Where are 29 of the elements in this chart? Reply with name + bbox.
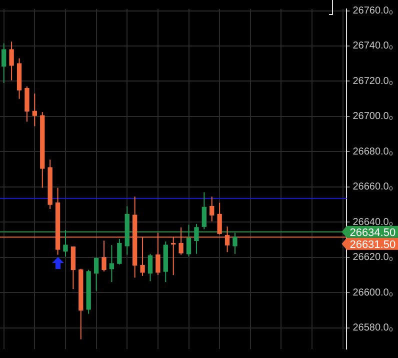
- y-tick-label: 26720.0₀: [352, 76, 394, 87]
- candlestick: [24, 86, 30, 122]
- ref-line-label: 26634.50: [350, 226, 396, 239]
- y-tick-label: 26580.0₀: [352, 322, 394, 334]
- candlestick: [202, 192, 206, 230]
- ref-line-label: 26631.50: [350, 238, 396, 251]
- candlestick: [186, 224, 192, 258]
- candlestick: [210, 196, 214, 222]
- candlestick: [70, 246, 76, 290]
- candlestick: [217, 202, 222, 235]
- y-tick-label: 26600.0₀: [352, 287, 394, 298]
- candlestick: [117, 238, 122, 265]
- y-tick-label: 26680.0₀: [352, 146, 394, 158]
- candlestick: [109, 244, 114, 283]
- candlestick: [102, 240, 106, 272]
- candlestick: [32, 93, 37, 127]
- candlestick: [9, 41, 14, 81]
- y-tick-label: 26620.0₀: [352, 252, 394, 264]
- y-tick-label: 26760.0₀: [352, 6, 394, 17]
- y-tick-label: 26700.0₀: [352, 111, 394, 122]
- y-tick-label: 26740.0₀: [352, 40, 394, 52]
- candlestick: [94, 256, 99, 292]
- candlestick: [2, 42, 6, 84]
- candlestick: [232, 232, 238, 254]
- y-tick-label: 26640.0₀: [352, 216, 394, 228]
- candlestick: [194, 223, 199, 254]
- candlestick: [148, 253, 153, 282]
- candlestick: [63, 230, 68, 258]
- y-tick-label: 26660.0₀: [352, 182, 394, 193]
